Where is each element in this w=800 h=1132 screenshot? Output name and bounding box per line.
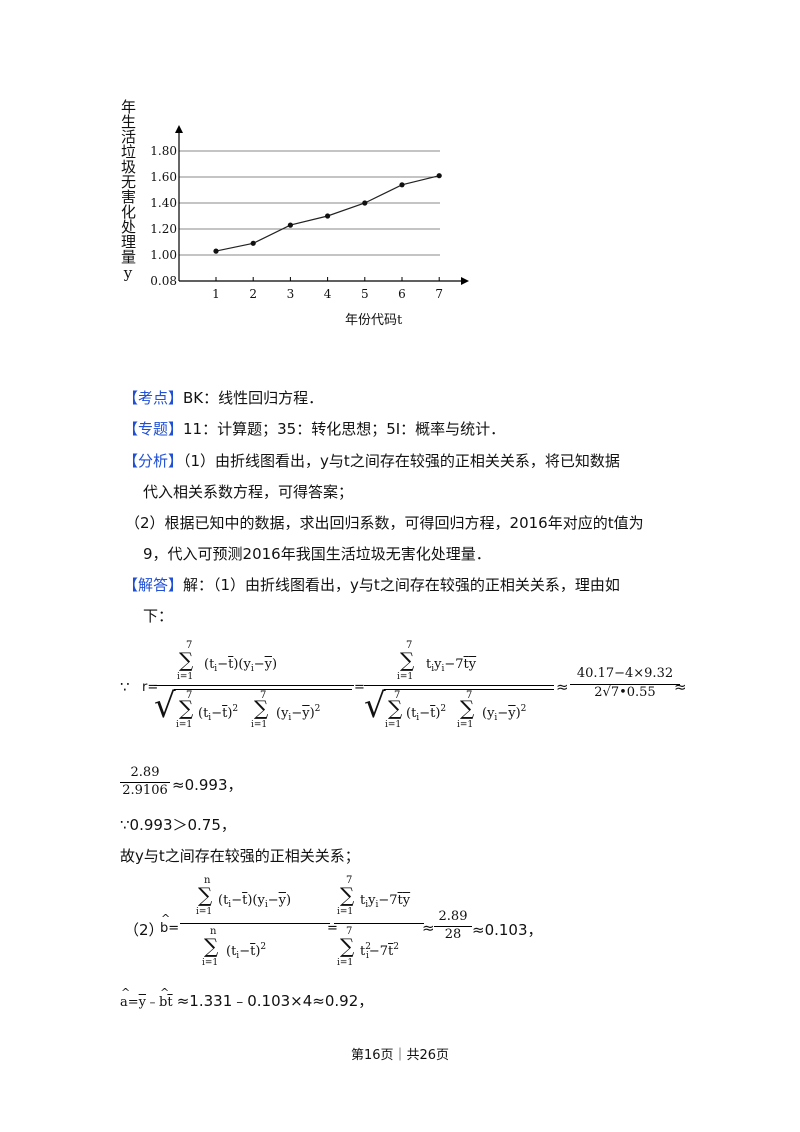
data-point xyxy=(436,173,442,179)
numerator-3: 2.89 xyxy=(438,909,468,924)
fenxi-text-4: 9，代入可预测2016年我国生活垃圾无害化处理量． xyxy=(143,545,491,563)
formula-b: （2） ^ b= n ∑ i=1 (ti−t)(yi−y) n ∑ i=1 (ti… xyxy=(120,875,543,980)
x-tick-label: 4 xyxy=(324,287,332,301)
y-axis-label: 年生活垃圾无害化处理量y xyxy=(119,99,137,282)
y-axis-arrow xyxy=(175,125,183,133)
x-tick-label: 3 xyxy=(287,287,295,301)
result-r: ≈0.993， xyxy=(172,776,243,794)
y-tick-label: 0.08 xyxy=(150,274,177,288)
b-hat: ^ b= xyxy=(160,912,180,936)
b-fraction-1: n ∑ i=1 (ti−t)(yi−y) n ∑ i=1 (ti−t)2 xyxy=(180,875,330,972)
approx-2: ≈ xyxy=(674,678,687,696)
b-fraction-2: 7 ∑ i=1 tiyi−7ty 7 ∑ i=1 t2i−7t2 xyxy=(334,875,424,972)
data-point xyxy=(213,248,219,254)
x-tick-label: 5 xyxy=(361,287,369,301)
denominator-2: 2.9106 xyxy=(122,783,168,798)
compare-text: ∵0.993＞0.75， xyxy=(120,816,236,834)
formula-r: ∵ r= 7 ∑ i=1 (ti−t)(yi−y) √ 7 ∑ i=1 (ti−… xyxy=(118,640,688,740)
kaodian-line: 【考点】BK：线性回归方程． xyxy=(123,387,323,409)
fenxi-tag: 【分析】 xyxy=(123,452,184,470)
b-fraction-3: 2.89 28 xyxy=(434,909,472,944)
numerator-2: 2.89 xyxy=(130,765,160,780)
chart: 年生活垃圾无害化处理量y 0.08 1.00 1.20 1.40 1.60 1.80 1 2 3… xyxy=(115,95,485,335)
y-tick-label: 1.60 xyxy=(150,170,177,184)
x-tick-label: 7 xyxy=(435,287,443,301)
because-symbol: ∵ xyxy=(120,678,130,696)
x-tick-label: 2 xyxy=(249,287,257,301)
data-point xyxy=(325,213,331,219)
jieda-tag: 【解答】 xyxy=(123,576,184,594)
series-line xyxy=(215,175,440,252)
jieda-line-1: 【解答】解：（1）由折线图看出，y与t之间存在较强的正相关关系，理由如 xyxy=(123,574,620,596)
result-b: ≈0.103， xyxy=(472,921,543,939)
zhuanti-text: 11：计算题；35：转化思想；5I：概率与统计． xyxy=(183,420,506,438)
approx-3: ≈ xyxy=(422,919,435,937)
kaodian-tag: 【考点】 xyxy=(123,389,184,407)
numerator-1: 40.17−4×9.32 xyxy=(576,666,674,681)
denominator-3: 28 xyxy=(444,927,462,942)
conclusion-text: 故y与t之间存在较强的正相关关系； xyxy=(120,847,360,865)
fenxi-text-2: 代入相关系数方程，可得答案； xyxy=(143,483,354,501)
approx-1: ≈ xyxy=(556,678,569,696)
r-fraction-1: 7 ∑ i=1 (ti−t)(yi−y) √ 7 ∑ i=1 (ti−t)2 7… xyxy=(154,640,354,736)
jieda-text-1: 解：（1）由折线图看出，y与t之间存在较强的正相关关系，理由如 xyxy=(183,576,620,594)
y-tick-label: 1.40 xyxy=(150,196,177,210)
fenxi-line-1: 【分析】（1）由折线图看出，y与t之间存在较强的正相关关系，将已知数据 xyxy=(123,450,620,472)
zhuanti-line: 【专题】11：计算题；35：转化思想；5I：概率与统计． xyxy=(123,418,505,440)
r-fraction-2: 7 ∑ i=1 tiyi−7ty √ 7 ∑ i=1 (ti−t)2 7 ∑ i… xyxy=(364,640,554,736)
x-tick-label: 6 xyxy=(398,287,406,301)
data-point xyxy=(287,222,293,228)
x-axis-arrow xyxy=(461,277,469,285)
denominator-1: 2√7•0.55 xyxy=(594,685,656,700)
y-tick-label: 1.80 xyxy=(150,144,177,158)
y-tick-label: 1.20 xyxy=(150,222,177,236)
fenxi-text-3: （2）根据已知中的数据，求出回归系数，可得回归方程，2016年对应的t值为 xyxy=(125,514,644,532)
a-line: ^ a=y﹣ ^ bt ≈1.331﹣0.103×4≈0.92， xyxy=(120,986,374,1010)
x-tick-label: 1 xyxy=(212,287,220,301)
r-result: 2.89 2.9106 ≈0.993， xyxy=(120,765,340,807)
x-axis-label: 年份代码t xyxy=(345,313,403,328)
page-footer: 第16页｜共26页 xyxy=(350,1048,450,1063)
r-fraction-3: 40.17−4×9.32 2√7•0.55 xyxy=(570,666,680,703)
data-point xyxy=(362,200,368,206)
zhuanti-tag: 【专题】 xyxy=(123,420,184,438)
jieda-text-2: 下： xyxy=(143,607,174,625)
part2-label: （2） xyxy=(124,921,164,939)
kaodian-text: BK：线性回归方程． xyxy=(183,389,324,407)
a-line-text: ≈1.331﹣0.103×4≈0.92， xyxy=(176,992,374,1010)
data-point xyxy=(250,240,256,246)
y-tick-label: 1.00 xyxy=(150,248,177,262)
line-chart: 0.08 1.00 1.20 1.40 1.60 1.80 1 2 3 4 5 6 7 xyxy=(150,125,469,301)
data-point xyxy=(399,182,405,188)
r-equals: r= xyxy=(142,680,159,695)
fenxi-text-1: （1）由折线图看出，y与t之间存在较强的正相关关系，将已知数据 xyxy=(183,452,620,470)
